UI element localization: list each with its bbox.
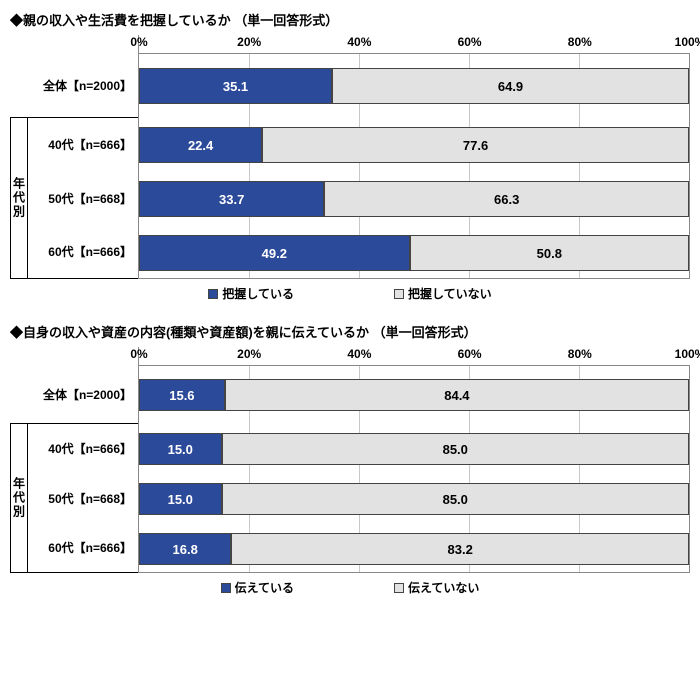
row-labels-column: 全体【n=2000】40代【n=666】50代【n=668】60代【n=666】 bbox=[28, 35, 138, 279]
legend: 伝えている 伝えていない bbox=[10, 579, 690, 596]
axis-tick: 80% bbox=[568, 35, 592, 49]
chart-body: 年代別全体【n=2000】40代【n=666】50代【n=668】60代【n=6… bbox=[10, 347, 690, 573]
stacked-bar: 22.477.6 bbox=[139, 127, 689, 163]
chart-title: ◆親の収入や生活費を把握しているか （単一回答形式） bbox=[10, 10, 690, 29]
group-label: 年代別 bbox=[10, 423, 28, 573]
chart-title: ◆自身の収入や資産の内容(種類や資産額)を親に伝えているか （単一回答形式） bbox=[10, 322, 690, 341]
axis-tick: 100% bbox=[675, 347, 700, 361]
plot-column: 0%20%40%60%80%100%15.684.415.085.015.085… bbox=[138, 347, 690, 573]
row-label: 60代【n=666】 bbox=[28, 523, 138, 573]
bar-row: 15.085.0 bbox=[139, 474, 689, 524]
legend-swatch bbox=[208, 289, 218, 299]
chart-1: ◆自身の収入や資産の内容(種類や資産額)を親に伝えているか （単一回答形式） 年代… bbox=[10, 322, 690, 596]
plot-column: 0%20%40%60%80%100%35.164.922.477.633.766… bbox=[138, 35, 690, 279]
stacked-bar: 49.250.8 bbox=[139, 235, 689, 271]
axis-tick: 20% bbox=[237, 347, 261, 361]
stacked-bar: 35.164.9 bbox=[139, 68, 689, 104]
bar-row: 35.164.9 bbox=[139, 54, 689, 118]
legend-label: 伝えていない bbox=[408, 579, 479, 596]
axis-tick: 0% bbox=[130, 35, 147, 49]
bar-segment: 22.4 bbox=[139, 127, 262, 163]
axis-tick: 100% bbox=[675, 35, 700, 49]
axis-tick: 40% bbox=[347, 35, 371, 49]
group-label: 年代別 bbox=[10, 117, 28, 279]
row-label: 60代【n=666】 bbox=[28, 225, 138, 279]
row-label: 全体【n=2000】 bbox=[28, 53, 138, 117]
bar-segment: 66.3 bbox=[324, 181, 689, 217]
bar-row: 49.250.8 bbox=[139, 226, 689, 280]
row-label: 50代【n=668】 bbox=[28, 473, 138, 523]
axis-tick: 20% bbox=[237, 35, 261, 49]
legend-label: 伝えている bbox=[235, 579, 294, 596]
x-axis: 0%20%40%60%80%100% bbox=[138, 347, 690, 365]
legend-label: 把握している bbox=[222, 285, 294, 302]
bar-segment: 83.2 bbox=[231, 533, 689, 565]
plot-area: 35.164.9 22.477.6 33.766.3 49.250.8 bbox=[138, 53, 690, 279]
legend-swatch bbox=[394, 583, 404, 593]
legend-item: 把握していない bbox=[394, 285, 492, 302]
axis-tick: 80% bbox=[568, 347, 592, 361]
bar-row: 15.085.0 bbox=[139, 424, 689, 474]
bar-row: 15.684.4 bbox=[139, 366, 689, 424]
bar-segment: 15.0 bbox=[139, 483, 222, 515]
axis-tick: 60% bbox=[458, 35, 482, 49]
bar-row: 33.766.3 bbox=[139, 172, 689, 226]
stacked-bar: 16.883.2 bbox=[139, 533, 689, 565]
row-label: 全体【n=2000】 bbox=[28, 365, 138, 423]
bar-segment: 49.2 bbox=[139, 235, 410, 271]
bar-segment: 15.6 bbox=[139, 379, 225, 411]
axis-tick: 40% bbox=[347, 347, 371, 361]
bar-segment: 35.1 bbox=[139, 68, 332, 104]
legend-item: 伝えていない bbox=[394, 579, 479, 596]
stacked-bar: 15.085.0 bbox=[139, 483, 689, 515]
legend: 把握している 把握していない bbox=[10, 285, 690, 302]
legend-item: 把握している bbox=[208, 285, 294, 302]
axis-tick: 0% bbox=[130, 347, 147, 361]
bar-segment: 33.7 bbox=[139, 181, 324, 217]
bar-segment: 85.0 bbox=[222, 433, 690, 465]
bar-segment: 50.8 bbox=[410, 235, 689, 271]
row-label: 40代【n=666】 bbox=[28, 117, 138, 171]
bar-segment: 64.9 bbox=[332, 68, 689, 104]
bar-segment: 84.4 bbox=[225, 379, 689, 411]
chart-body: 年代別全体【n=2000】40代【n=666】50代【n=668】60代【n=6… bbox=[10, 35, 690, 279]
stacked-bar: 15.085.0 bbox=[139, 433, 689, 465]
x-axis: 0%20%40%60%80%100% bbox=[138, 35, 690, 53]
axis-tick: 60% bbox=[458, 347, 482, 361]
legend-swatch bbox=[394, 289, 404, 299]
stacked-bar: 33.766.3 bbox=[139, 181, 689, 217]
stacked-bar: 15.684.4 bbox=[139, 379, 689, 411]
legend-label: 把握していない bbox=[408, 285, 492, 302]
bar-row: 16.883.2 bbox=[139, 524, 689, 574]
row-label: 50代【n=668】 bbox=[28, 171, 138, 225]
group-label-column: 年代別 bbox=[10, 35, 28, 279]
group-label-column: 年代別 bbox=[10, 347, 28, 573]
row-label: 40代【n=666】 bbox=[28, 423, 138, 473]
bar-segment: 16.8 bbox=[139, 533, 231, 565]
row-labels-column: 全体【n=2000】40代【n=666】50代【n=668】60代【n=666】 bbox=[28, 347, 138, 573]
legend-swatch bbox=[221, 583, 231, 593]
bar-row: 22.477.6 bbox=[139, 118, 689, 172]
bar-segment: 77.6 bbox=[262, 127, 689, 163]
plot-area: 15.684.415.085.015.085.016.883.2 bbox=[138, 365, 690, 573]
legend-item: 伝えている bbox=[221, 579, 294, 596]
chart-0: ◆親の収入や生活費を把握しているか （単一回答形式）年代別全体【n=2000】4… bbox=[10, 10, 690, 302]
bar-segment: 85.0 bbox=[222, 483, 690, 515]
bar-segment: 15.0 bbox=[139, 433, 222, 465]
